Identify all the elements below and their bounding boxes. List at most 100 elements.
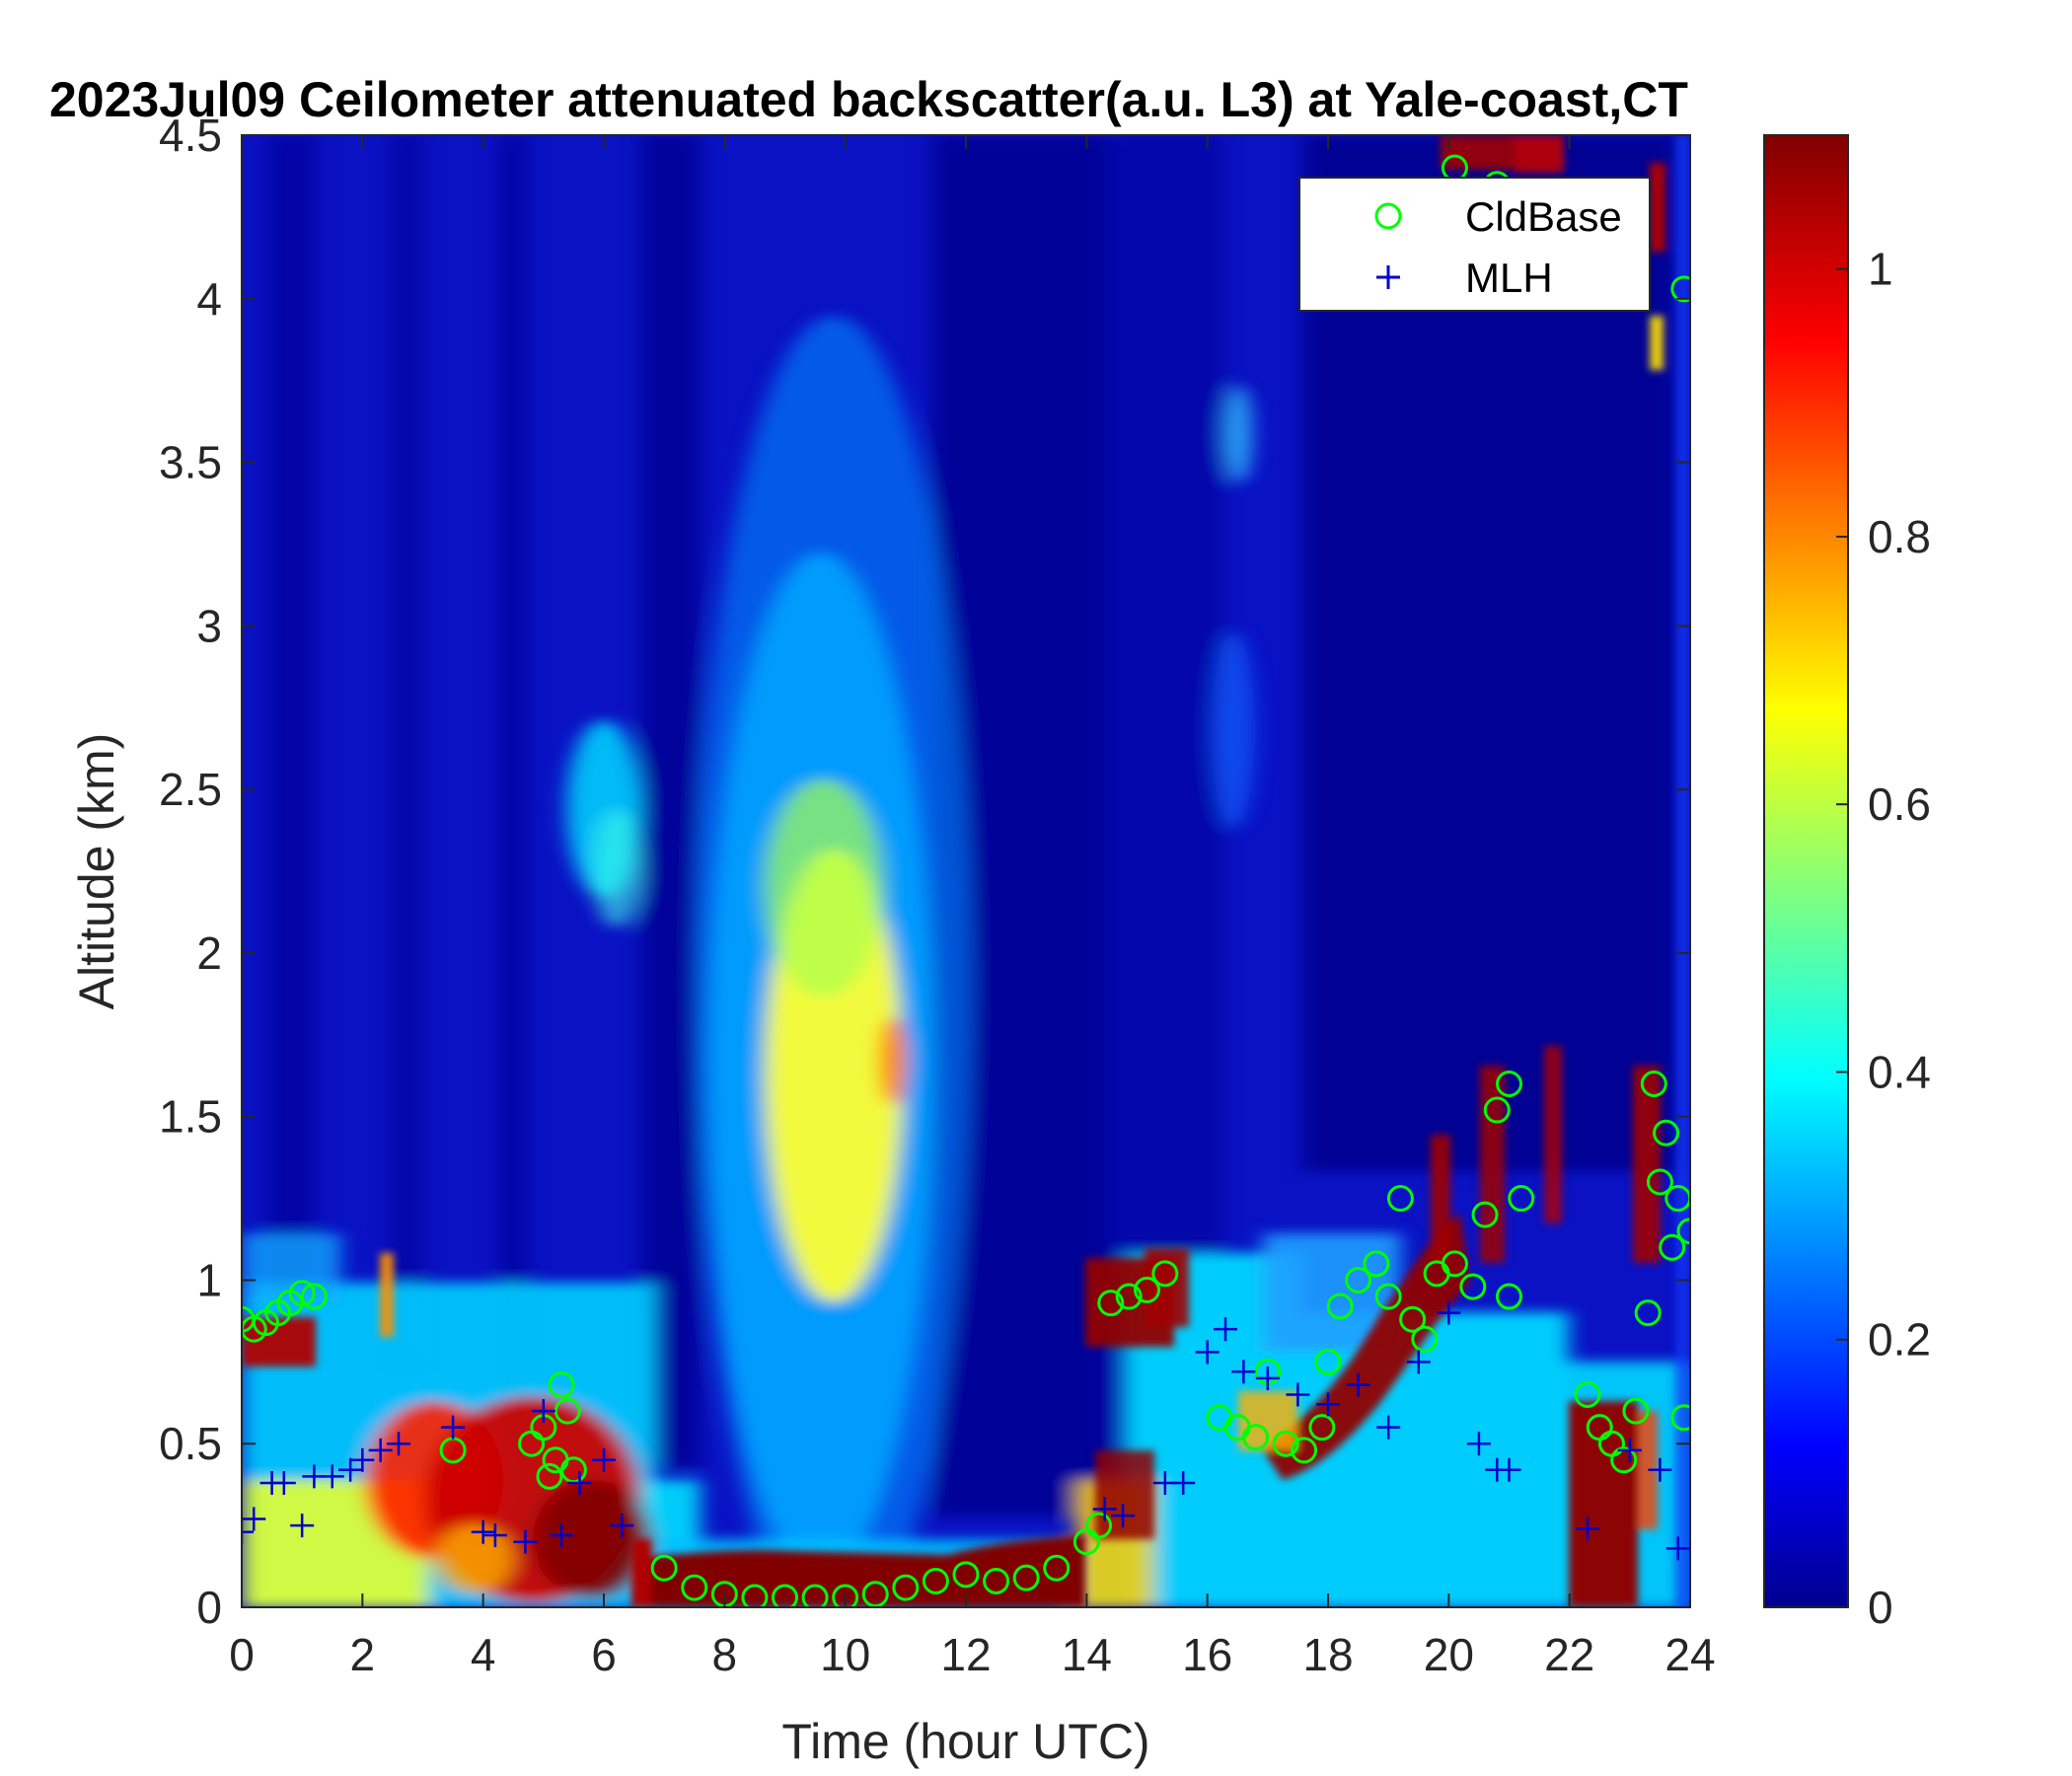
legend-box <box>1298 177 1651 312</box>
y-tick-label: 0.5 <box>159 1418 222 1469</box>
mlh-point <box>242 1507 266 1531</box>
mlh-point <box>1437 1300 1461 1325</box>
x-tick-label: 24 <box>1665 1629 1715 1680</box>
mlh-point <box>1648 1457 1672 1482</box>
mlh-point <box>1346 1372 1370 1397</box>
mlh-point <box>1665 1536 1690 1561</box>
cldbase-point <box>1399 1305 1427 1333</box>
mlh-point <box>441 1415 466 1440</box>
x-axis-label: Time (hour UTC) <box>781 1714 1149 1769</box>
mlh-point <box>1092 1497 1117 1521</box>
mlh-point <box>1406 1350 1431 1374</box>
cldbase-point <box>1363 1250 1390 1278</box>
cldbase-point <box>1646 1168 1673 1196</box>
legend-mlh-marker <box>1376 265 1400 289</box>
y-tick-label: 3 <box>196 600 222 651</box>
cldbase-point <box>1314 1348 1342 1375</box>
mlh-point <box>1466 1432 1491 1456</box>
x-tick-label: 20 <box>1424 1629 1474 1680</box>
cldbase-point <box>741 1584 769 1607</box>
cldbase-point <box>1508 1185 1535 1213</box>
cldbase-point <box>1326 1293 1354 1320</box>
cldbase-point <box>1441 1250 1468 1278</box>
mlh-point <box>1497 1457 1521 1482</box>
y-tick-label: 4 <box>196 273 222 325</box>
legend: CldBase MLH <box>1298 177 1651 312</box>
cldbase-point <box>1670 1404 1690 1432</box>
legend-cldbase-label: CldBase <box>1465 193 1622 240</box>
mlh-point <box>271 1471 296 1496</box>
cldbase-point <box>650 1554 678 1582</box>
cldbase-point <box>1496 1071 1522 1098</box>
colorbar-tick-label: 0 <box>1868 1582 1893 1633</box>
mlh-point <box>1576 1517 1600 1541</box>
mlh-point <box>610 1514 634 1538</box>
cldbase-point <box>983 1567 1010 1594</box>
mlh-point <box>592 1447 616 1472</box>
legend-mlh-label: MLH <box>1465 255 1553 301</box>
cldbase-point <box>1115 1283 1143 1310</box>
mlh-point <box>1111 1504 1136 1528</box>
mlh-point <box>1255 1366 1280 1390</box>
y-tick-label: 3.5 <box>159 437 222 488</box>
y-tick-label: 1.5 <box>159 1091 222 1143</box>
x-tick-label: 10 <box>820 1629 870 1680</box>
cldbase-point <box>1386 1185 1414 1213</box>
cldbase-point <box>832 1584 859 1607</box>
cldbase-point <box>1622 1397 1650 1425</box>
x-axis: 0 2 4 6 8 10 12 14 16 18 20 22 24 <box>229 135 1716 1680</box>
mlh-point <box>290 1514 315 1538</box>
y-axis-label: Altitude (km) <box>69 733 124 1010</box>
cldbase-point <box>1242 1424 1270 1451</box>
y-tick-label: 0 <box>196 1582 222 1633</box>
mlh-point <box>1195 1340 1220 1365</box>
cldbase-point <box>681 1574 708 1601</box>
cldbase-point <box>300 1283 328 1310</box>
chart-title: 2023Jul09 Ceilometer attenuated backscat… <box>49 72 1688 127</box>
cldbase-point <box>1374 1283 1402 1310</box>
legend-cldbase-marker <box>1374 202 1402 230</box>
mlh-point <box>513 1529 538 1554</box>
y-tick-label: 2.5 <box>159 764 222 815</box>
mlh-point <box>1231 1360 1256 1384</box>
mlh-point <box>550 1523 574 1548</box>
cldbase-point <box>801 1584 829 1607</box>
cldbase-point <box>1471 1201 1499 1228</box>
mlh-point <box>1316 1392 1340 1417</box>
x-tick-label: 0 <box>229 1629 255 1680</box>
colorbar-tick-label: 0.6 <box>1868 778 1931 830</box>
mlh-point <box>1376 1415 1401 1440</box>
mlh-point <box>242 1519 254 1544</box>
cldbase-point <box>288 1280 316 1307</box>
cldbase-point <box>548 1371 575 1399</box>
cldbase-point <box>1653 1119 1680 1147</box>
x-tick-label: 16 <box>1182 1629 1232 1680</box>
mlh-point <box>1214 1317 1238 1342</box>
cldbase-point <box>922 1567 949 1594</box>
colorbar-tick-label: 0.2 <box>1868 1314 1931 1366</box>
colorbar-gradient <box>1763 134 1849 1608</box>
cldbase-point <box>1670 275 1690 303</box>
cldbase-point <box>1640 1071 1667 1098</box>
cldbase-point <box>1012 1564 1040 1591</box>
mlh-point <box>531 1399 555 1424</box>
x-tick-label: 18 <box>1302 1629 1353 1680</box>
cldbase-point <box>1411 1325 1439 1353</box>
mlh-point <box>320 1464 344 1489</box>
mlh-point <box>1171 1471 1196 1496</box>
mlh-point <box>567 1471 592 1496</box>
colorbar-tick-label: 0.4 <box>1868 1046 1931 1097</box>
mlh-point <box>1286 1382 1310 1407</box>
y-tick-label: 2 <box>196 927 222 979</box>
cldbase-point <box>1097 1290 1125 1317</box>
mlh-series <box>242 1300 1690 1561</box>
cldbase-point <box>1483 1096 1511 1124</box>
cldbase-point <box>772 1584 798 1607</box>
x-tick-label: 6 <box>591 1629 617 1680</box>
cldbase-point <box>1676 1218 1690 1245</box>
mlh-point <box>338 1457 363 1482</box>
cldbase-point <box>1308 1414 1336 1442</box>
cldbase-point <box>1134 1276 1160 1303</box>
cldbase-point <box>1291 1437 1318 1464</box>
